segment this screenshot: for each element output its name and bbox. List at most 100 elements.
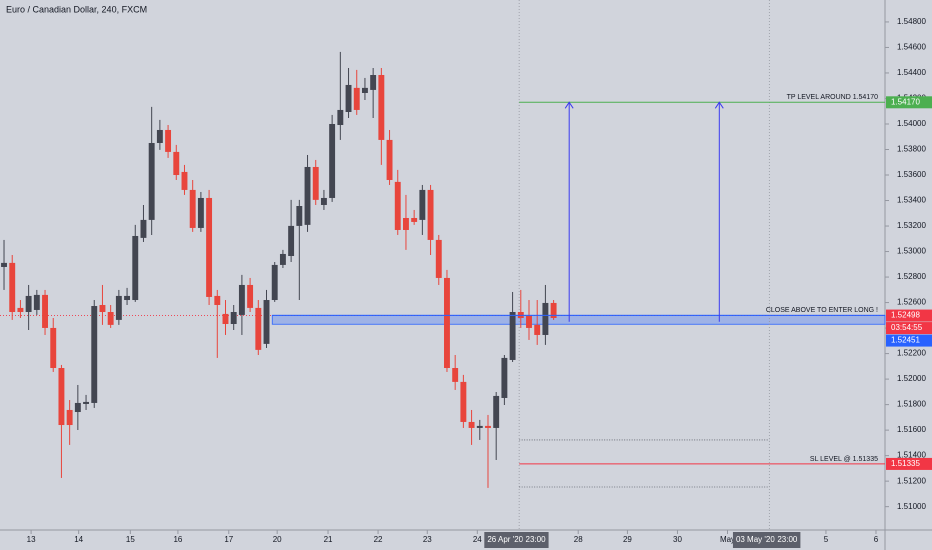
candle-body: [197, 197, 204, 228]
y-tick-label: 1.51400: [897, 451, 926, 460]
y-tick-label: 1.52600: [897, 298, 926, 307]
price-tag: [886, 309, 932, 322]
candle-body: [33, 294, 40, 310]
candle-body: [501, 357, 508, 398]
candle-body: [247, 284, 254, 308]
level-label: TP LEVEL AROUND 1.54170: [787, 94, 879, 101]
candle-body: [493, 395, 500, 428]
candle-body: [419, 189, 426, 220]
x-tick-label: 14: [74, 535, 83, 544]
candle-body: [238, 284, 245, 315]
y-tick-label: 1.52000: [897, 374, 926, 383]
entry-zone: [271, 314, 886, 325]
candle-body: [361, 87, 368, 93]
candle-body: [468, 421, 475, 428]
y-tick-label: 1.52200: [897, 349, 926, 358]
y-tick-label: 1.51600: [897, 425, 926, 434]
candle-body: [329, 123, 336, 198]
chart-title: Euro / Canadian Dollar, 240, FXCM: [6, 4, 147, 14]
candle-body: [353, 87, 360, 110]
price-tag: [886, 457, 932, 470]
candle-body: [485, 425, 491, 428]
candle-body: [526, 315, 532, 328]
candle-body: [534, 324, 541, 335]
y-tick-label: 1.54800: [897, 17, 926, 26]
candle-body: [452, 368, 459, 382]
candle-body: [156, 129, 163, 143]
candle-body: [312, 166, 319, 200]
candle-body: [74, 402, 81, 413]
y-tick-label: 1.54000: [897, 119, 926, 128]
candle-body: [427, 189, 434, 240]
candle-body: [99, 304, 106, 313]
price-tag-label: 1.54170: [891, 97, 920, 106]
candle-body: [66, 409, 73, 426]
candle-body: [115, 295, 122, 320]
level-label: CLOSE ABOVE TO ENTER LONG !: [766, 307, 878, 314]
candle-body: [320, 197, 327, 205]
x-tick-label: 13: [27, 535, 36, 544]
time-highlight: [522, 532, 549, 548]
candle-body: [189, 189, 196, 228]
candle-body: [58, 368, 65, 426]
y-tick-label: 1.53400: [897, 196, 926, 205]
candle-body: [271, 264, 278, 301]
candle-body: [181, 171, 188, 190]
y-tick-label: 1.51000: [897, 502, 926, 511]
x-tick-label: 5: [824, 535, 829, 544]
y-tick-label: 1.54600: [897, 43, 926, 52]
candle-body: [542, 302, 549, 335]
candle-body: [378, 75, 385, 140]
candle-body: [550, 302, 557, 318]
time-highlight-label: 23:00: [777, 535, 798, 544]
candle-body: [173, 151, 180, 176]
candle-body: [345, 84, 352, 112]
candle-body: [91, 306, 98, 403]
time-highlight: [732, 532, 778, 548]
candle-body: [476, 425, 483, 428]
x-tick-label: 20: [273, 535, 282, 544]
y-tick-label: 1.53200: [897, 221, 926, 230]
price-tag: [886, 334, 932, 347]
candle-body: [263, 300, 270, 344]
candle-body: [435, 239, 442, 278]
y-tick-label: 1.51200: [897, 476, 926, 485]
candle-body: [296, 206, 303, 226]
candle-body: [25, 295, 32, 313]
time-highlight-label: 03 May '20: [736, 535, 775, 544]
y-tick-label: 1.53600: [897, 170, 926, 179]
candle-body: [403, 217, 409, 230]
candle-body: [222, 313, 229, 324]
time-highlight-label: 26 Apr '20: [487, 535, 523, 544]
candle-body: [124, 295, 131, 301]
countdown-label: 03:54:55: [891, 323, 923, 332]
candle-body: [17, 307, 24, 313]
x-tick-label: 6: [874, 535, 879, 544]
candle-body: [255, 307, 262, 350]
price-tag-label: 1.52498: [891, 311, 920, 320]
x-tick-label: 24: [473, 535, 482, 544]
candle-body: [9, 262, 16, 313]
candle-body: [288, 225, 295, 257]
y-tick-label: 1.54400: [897, 68, 926, 77]
candle-body: [370, 75, 377, 90]
candle-body: [279, 253, 286, 265]
x-tick-label: 28: [574, 535, 583, 544]
candle-body: [1, 262, 7, 267]
y-tick-label: 1.53800: [897, 145, 926, 154]
x-tick-label: 30: [673, 535, 682, 544]
candle-body: [444, 277, 450, 369]
time-highlight-label: 23:00: [526, 535, 547, 544]
candle-body: [411, 217, 418, 222]
candle-body: [148, 142, 155, 220]
candle-body: [304, 166, 311, 225]
x-tick-label: 23: [423, 535, 432, 544]
candle-body: [337, 109, 344, 126]
candle-body: [394, 181, 401, 230]
price-tag: [886, 96, 932, 109]
candle-body: [214, 295, 221, 305]
candle-body: [107, 312, 114, 325]
candle-body: [460, 381, 467, 422]
y-tick-label: 1.53000: [897, 247, 926, 256]
